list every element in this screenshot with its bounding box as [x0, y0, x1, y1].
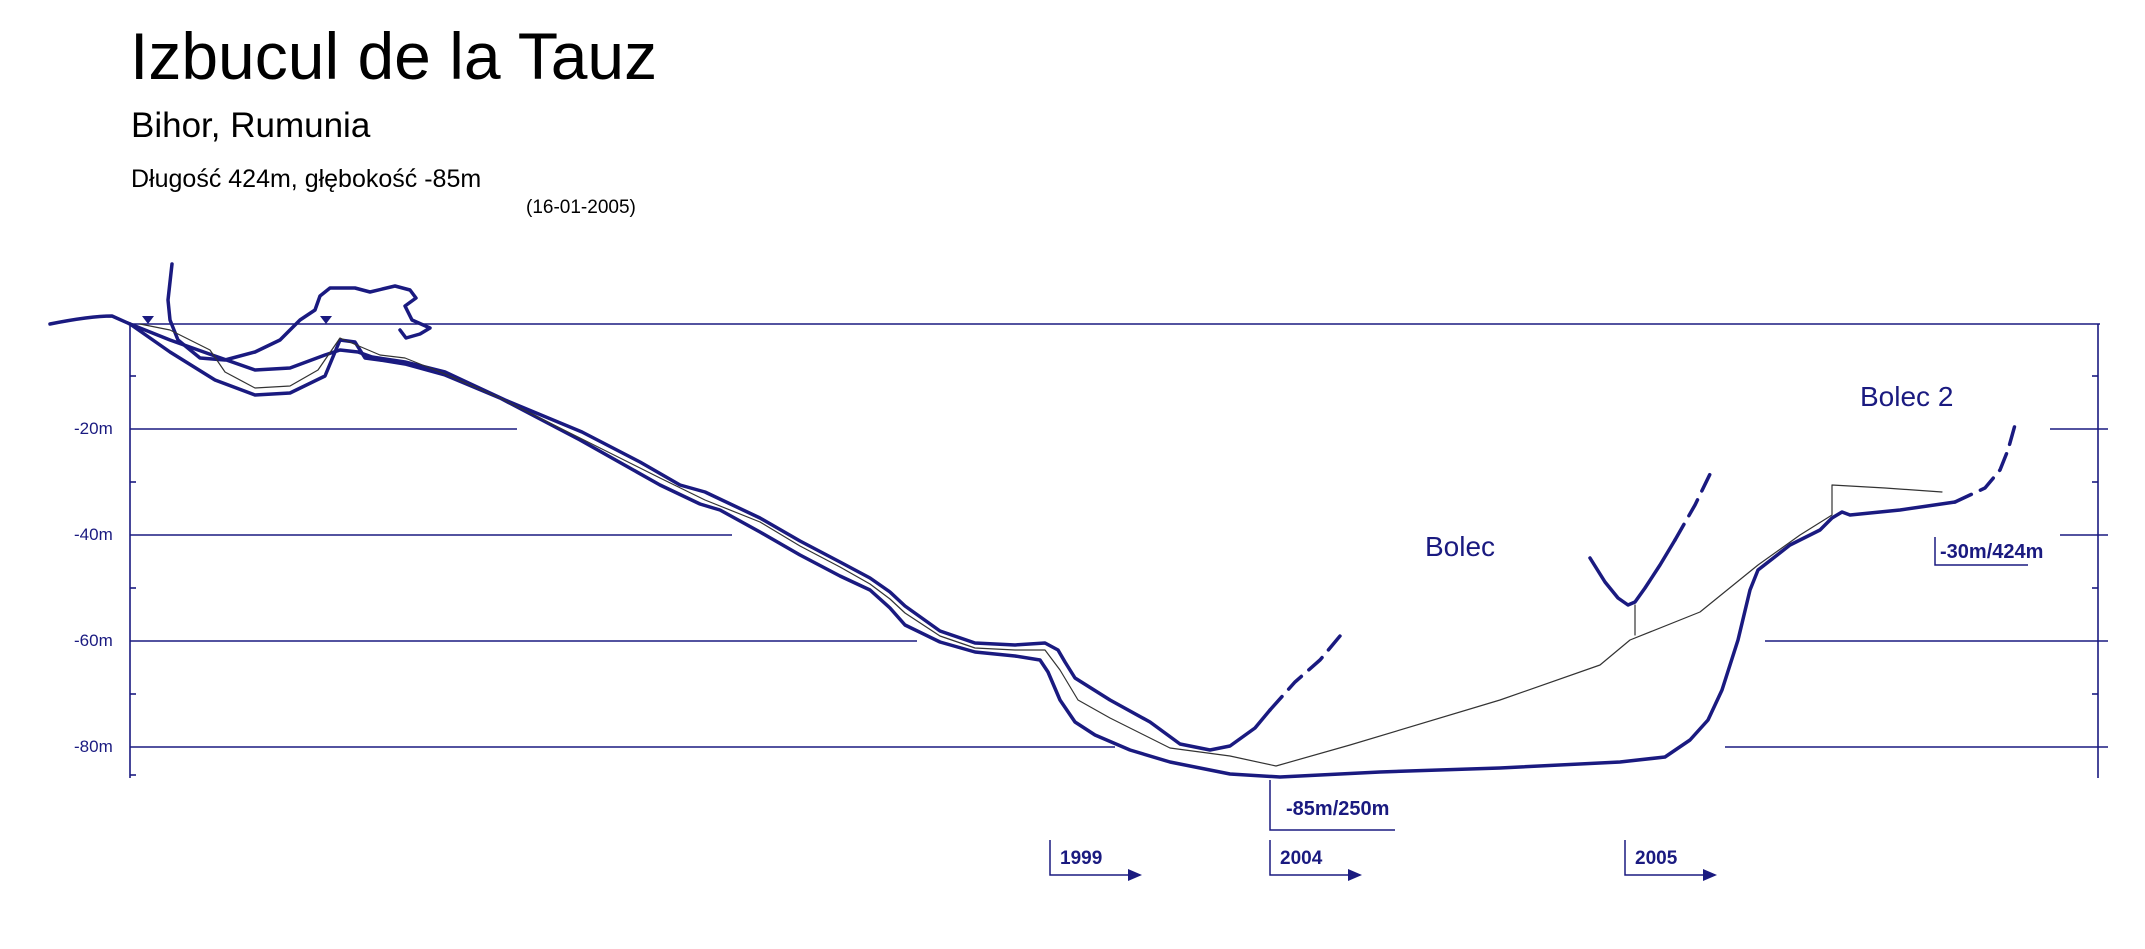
year-marker-2005: 2005 [1624, 840, 1717, 881]
cave-ceiling-line [128, 322, 1272, 752]
length-depth-info: Długość 424m, głębokość -85m [131, 165, 482, 193]
survey-date: (16-01-2005) [526, 197, 636, 218]
unexplored-continuations [1268, 423, 2017, 712]
depth-label-20: -20m [74, 419, 113, 438]
year-label-2004: 2004 [1280, 848, 1323, 869]
dashed-bolec2-continuation [1953, 423, 2017, 504]
entrance-marker-1 [142, 316, 154, 324]
dashed-1999-continuation [1268, 628, 1347, 712]
year-marker-1999: 1999 [1049, 840, 1142, 881]
depth-label-40: -40m [74, 525, 113, 544]
surface-ground-line [48, 314, 132, 326]
thin-survey-line [139, 323, 1943, 767]
end-point-annotation: -30m/424m [1934, 537, 2043, 566]
end-point-label: -30m/424m [1940, 541, 2043, 563]
entrance-chamber [166, 262, 432, 362]
bolec-passage [1588, 538, 1677, 607]
deepest-point-annotation: -85m/250m [1269, 780, 1395, 831]
reference-grid [129, 323, 2108, 778]
page-title: Izbucul de la Tauz [130, 19, 658, 93]
bolec2-label: Bolec 2 [1860, 381, 1953, 412]
location-subtitle: Bihor, Rumunia [131, 106, 371, 145]
entrance-marker-2 [320, 316, 332, 324]
bolec-label: Bolec [1425, 531, 1495, 562]
entrance-markers [142, 316, 332, 324]
deepest-point-label: -85m/250m [1286, 798, 1389, 820]
year-label-2005: 2005 [1635, 848, 1678, 869]
depth-label-60: -60m [74, 631, 113, 650]
cave-outline [48, 262, 1957, 779]
year-marker-2004: 2004 [1269, 840, 1362, 881]
depth-label-80: -80m [74, 737, 113, 756]
dashed-bolec-continuation [1673, 468, 1714, 542]
year-label-1999: 1999 [1060, 848, 1102, 869]
cave-floor-line [128, 322, 1957, 779]
